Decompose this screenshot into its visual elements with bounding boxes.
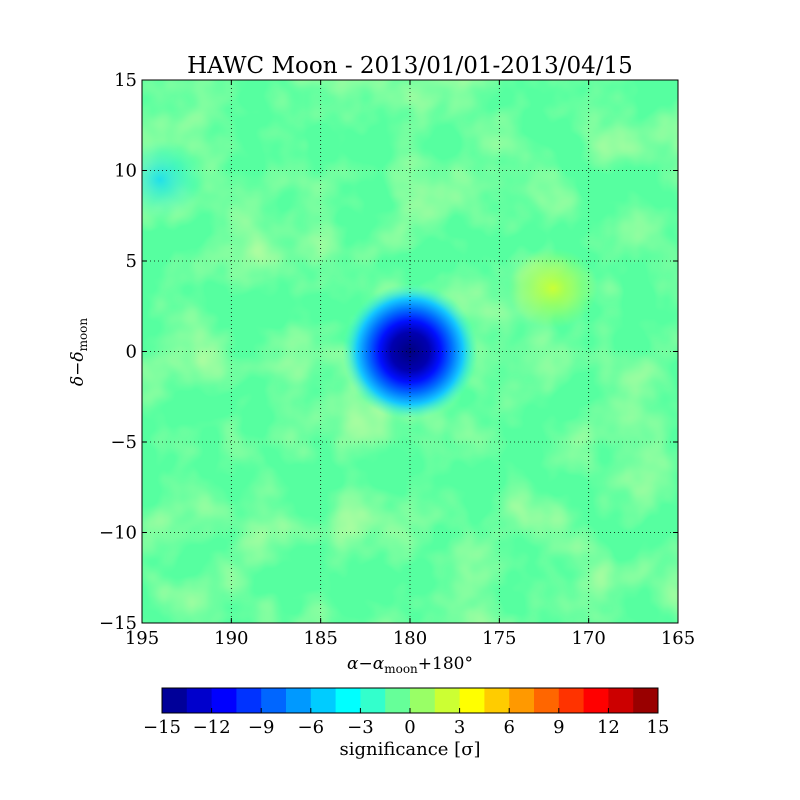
x-axis-label-main: α−α [347,654,385,674]
x-tick-label: 175 [482,628,516,649]
colorbar-tick-label: 9 [553,717,564,738]
significance-features [142,139,598,329]
feature-blob [507,248,598,329]
colorbar-tick-label: 12 [597,717,620,738]
y-axis-label-sub: moon [76,318,90,352]
colorbar-segment [286,688,312,713]
colorbar-tick-label: −12 [193,717,231,738]
colorbar-tick-label: 0 [404,717,415,738]
colorbar: −15 −12 −9 −6 −3 0 3 6 9 12 15 [143,687,670,738]
y-tick-label: −10 [99,523,137,544]
colorbar-tick-label: 6 [503,717,514,738]
colorbar-segment [583,688,609,713]
colorbar-segment [261,688,287,713]
colorbar-segment [310,688,337,713]
x-tick-label: 180 [393,628,427,649]
x-tick-label: 195 [125,628,159,649]
x-tick-label: 170 [571,628,605,649]
colorbar-segment [385,688,411,713]
x-tick-label: 185 [303,628,337,649]
y-tick-label: −5 [110,432,137,453]
x-tick-label: 190 [214,628,248,649]
plot-area [142,80,678,623]
colorbar-segment [360,688,386,713]
colorbar-tick-label: 15 [647,717,670,738]
colorbar-segment [558,688,585,713]
y-tick-label: 15 [114,70,137,91]
colorbar-segment [459,688,485,713]
colorbar-segment [534,688,560,713]
y-tick-label: 0 [126,342,137,363]
colorbar-segment [236,688,262,713]
colorbar-tick-label: −3 [347,717,374,738]
colorbar-segment [211,688,237,713]
y-tick-label: 5 [126,251,137,272]
y-axis-ticks: 15 10 5 0 −5 −10 −15 [99,70,678,634]
x-axis-ticks: 195 190 185 180 175 170 165 [125,80,695,649]
y-axis-label-main: δ−δ [68,351,88,386]
colorbar-tick-label: −15 [143,717,181,738]
colorbar-tick-label: −6 [298,717,325,738]
colorbar-segment [335,688,361,713]
colorbar-segment [186,688,213,713]
colorbar-segment [633,688,659,713]
colorbar-tick-label: 3 [454,717,465,738]
y-tick-label: −15 [99,613,137,634]
x-axis-label-suffix: +180° [418,654,473,674]
colorbar-segment [162,688,188,713]
colorbar-tick-label: −9 [248,717,275,738]
x-axis-label-sub: moon [384,662,418,676]
colorbar-segment [410,688,436,713]
colorbar-segment [484,688,510,713]
grid-lines [142,80,678,623]
x-axis-label: α−αmoon+180° [347,654,473,676]
x-tick-label: 165 [661,628,695,649]
feature-blob [142,139,205,220]
colorbar-segment [608,688,634,713]
colorbar-segment [509,688,535,713]
colorbar-segment [434,688,461,713]
chart-title: HAWC Moon - 2013/01/01-2013/04/15 [187,53,633,79]
colorbar-label: significance [σ] [339,739,480,760]
y-axis-label: δ−δmoon [68,318,90,387]
y-tick-label: 10 [114,161,137,182]
